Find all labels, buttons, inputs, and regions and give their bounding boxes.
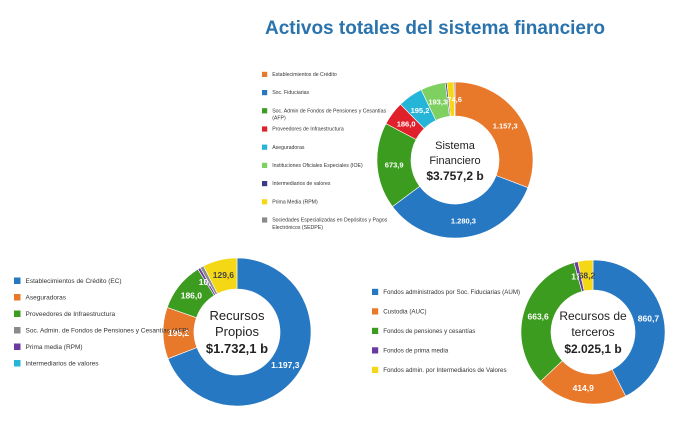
slice-2-1 bbox=[167, 257, 312, 407]
slice-3-5 bbox=[577, 259, 594, 292]
legend-2: Establecimientos de Crédito (EC) Asegurad… bbox=[14, 277, 189, 368]
slice-2-6 bbox=[203, 257, 238, 295]
legend-3: Fondos administrados por Soc. Fiduciaria… bbox=[372, 288, 520, 374]
data-label-1-5: 195,2 bbox=[411, 106, 430, 115]
legend-swatch-2-5 bbox=[14, 343, 21, 350]
data-label-3-4: 17,7 bbox=[571, 272, 588, 282]
legend-label-2-2: Aseguradoras bbox=[26, 295, 67, 302]
data-label-3-3: 663,6 bbox=[527, 312, 549, 322]
legend-label-1-8: Prima Media (RPM) bbox=[272, 199, 318, 205]
center-label-1-3: $3.757,2 b bbox=[426, 169, 483, 183]
data-label-2-4: 10,3 bbox=[199, 277, 216, 287]
data-label-2-1: 1.197,3 bbox=[271, 360, 300, 370]
center-label-1-1: Sistema bbox=[435, 140, 476, 152]
legend-swatch-3-4 bbox=[372, 347, 379, 354]
slice-1-2 bbox=[392, 175, 529, 239]
center-label-2-2: Propios bbox=[215, 324, 260, 339]
center-label-2-3: $1.732,1 b bbox=[206, 341, 268, 356]
legend-label-3-2: Custodia (AUC) bbox=[383, 309, 426, 316]
page-title: Activos totales del sistema financiero bbox=[264, 18, 605, 39]
legend-label-2-3: Proveedores de Infraestructura bbox=[26, 311, 116, 318]
legend-swatch-3-3 bbox=[372, 327, 379, 334]
legend-label-1-1: Establecimientos de Crédito bbox=[272, 72, 337, 78]
data-label-3-5: 68,2 bbox=[579, 270, 596, 280]
legend-label-3-4: Fondos de prima media bbox=[383, 348, 449, 355]
data-label-2-6: 129,6 bbox=[213, 270, 235, 280]
data-label-2-2: 195,2 bbox=[168, 328, 190, 338]
legend-swatch-1-6 bbox=[262, 162, 268, 168]
legend-swatch-3-5 bbox=[372, 366, 379, 373]
data-label-1-2: 1.280,3 bbox=[451, 216, 476, 225]
center-label-2-1: Recursos bbox=[210, 308, 265, 323]
legend-label-1-4: Proveedores de Infraestructura bbox=[272, 127, 344, 133]
legend-label-2-5: Prima media (RPM) bbox=[26, 344, 83, 351]
legend-swatch-2-2 bbox=[14, 294, 21, 301]
legend-swatch-2-1 bbox=[14, 277, 21, 284]
data-label-2-3: 186,0 bbox=[181, 290, 203, 300]
legend-swatch-1-8 bbox=[262, 199, 268, 205]
slice-3-1 bbox=[592, 259, 666, 397]
legend-label-3-3: Fondos de pensiones y cesantías bbox=[383, 328, 475, 335]
legend-swatch-3-2 bbox=[372, 308, 379, 315]
data-label-1-1: 1.157,3 bbox=[493, 121, 518, 130]
center-label-3-1: Recursos de bbox=[559, 309, 627, 323]
legend-swatch-1-3 bbox=[262, 108, 268, 114]
legend-swatch-1-4 bbox=[262, 126, 268, 132]
data-label-3-2: 414,9 bbox=[573, 383, 595, 393]
center-label-3-3: $2.025,1 b bbox=[564, 342, 621, 356]
legend-swatch-1-1 bbox=[262, 71, 268, 77]
legend-label-3-1: Fondos administrados por Soc. Fiduciaria… bbox=[383, 289, 520, 296]
data-label-3-1: 860,7 bbox=[638, 314, 660, 324]
legend-swatch-2-6 bbox=[14, 360, 21, 367]
legend-label-2-4: Soc. Admin. de Fondos de Pensiones y Ces… bbox=[26, 328, 189, 335]
legend-swatch-3-1 bbox=[372, 288, 379, 295]
legend-swatch-2-3 bbox=[14, 310, 21, 317]
legend-label-2-6: Intermediarios de valores bbox=[26, 361, 100, 368]
data-label-1-3: 673,9 bbox=[385, 161, 404, 170]
legend-label-1-3: Soc. Admin de Fondos de Pensiones y Cesa… bbox=[272, 108, 386, 114]
slice-1-9 bbox=[453, 81, 456, 117]
center-label-3-2: terceros bbox=[571, 325, 614, 339]
legend-swatch-1-9 bbox=[262, 217, 268, 223]
legend-label-1-3: (AFP) bbox=[272, 116, 286, 122]
data-label-1-4: 186,0 bbox=[397, 120, 416, 129]
legend-label-1-7: Intermediarios de valores bbox=[272, 181, 331, 187]
legend-label-1-9: Sociedades Especializadas en Depósitos y… bbox=[272, 218, 387, 224]
legend-1: Establecimientos de Crédito Soc. Fiduciar… bbox=[262, 71, 388, 231]
legend-label-2-1: Establecimientos de Crédito (EC) bbox=[26, 278, 122, 285]
data-label-1-9: 74,6 bbox=[447, 95, 462, 104]
legend-label-1-2: Soc. Fiduciarias bbox=[272, 90, 309, 96]
legend-swatch-1-2 bbox=[262, 90, 268, 96]
center-label-1-2: Financiero bbox=[429, 155, 480, 167]
slice-1-1 bbox=[454, 81, 534, 189]
legend-swatch-1-5 bbox=[262, 144, 268, 150]
legend-swatch-1-7 bbox=[262, 181, 268, 187]
legend-label-1-9: Electrónicos (SEDPE) bbox=[272, 225, 323, 231]
donut-chart-3: 860,7 414,9 663,6 17,768,2 Recursos de tercer… bbox=[520, 259, 666, 405]
legend-swatch-2-4 bbox=[14, 327, 21, 334]
legend-label-1-6: Instituciones Oficiales Especiales (IOE) bbox=[272, 163, 363, 169]
legend-label-1-5: Aseguradoras bbox=[272, 145, 305, 151]
data-label-1-6: 193,3 bbox=[428, 97, 447, 106]
legend-label-3-5: Fondos admin. por Intermediarios de Valo… bbox=[383, 367, 506, 374]
